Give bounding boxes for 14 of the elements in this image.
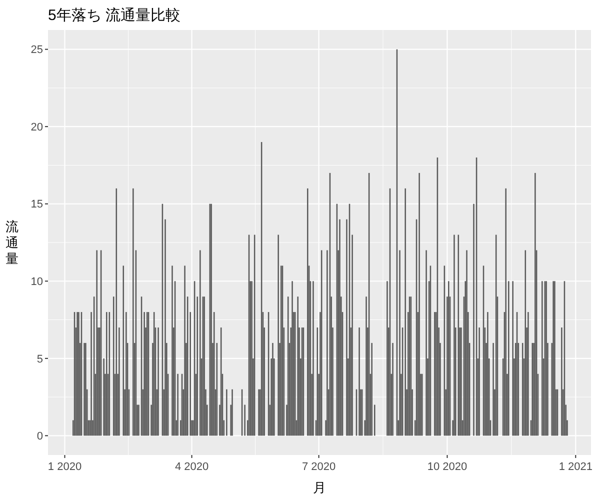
x-tick-label: 1 2021 <box>558 461 592 473</box>
x-tick-label: 10 2020 <box>427 461 468 473</box>
y-tick-label: 20 <box>30 121 43 134</box>
x-tick-label: 4 2020 <box>174 461 209 473</box>
y-tick-label: 5 <box>36 353 43 366</box>
x-axis-title: 月 <box>313 480 326 495</box>
y-tick-label: 0 <box>36 430 43 443</box>
y-axis-title: 流通量 <box>6 219 18 266</box>
y-tick-label: 25 <box>30 44 43 56</box>
x-tick-label: 1 2020 <box>48 461 82 473</box>
y-tick-label: 15 <box>30 198 43 211</box>
x-tick-label: 7 2020 <box>302 461 336 473</box>
chart-title: 5年落ち 流通量比較 <box>48 7 181 24</box>
y-tick-label: 10 <box>30 276 43 288</box>
